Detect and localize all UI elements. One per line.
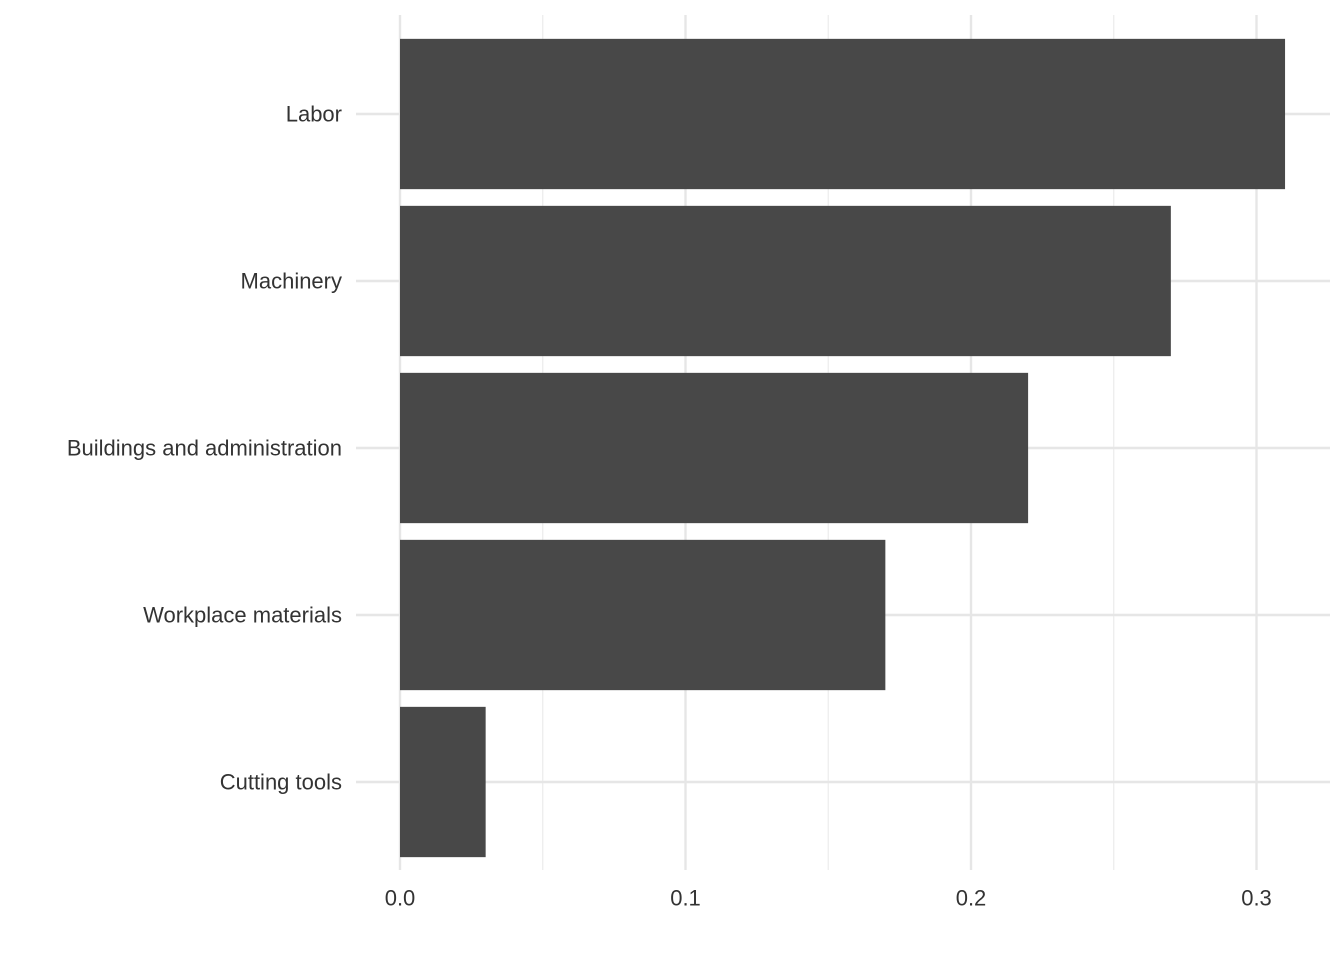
bars: [400, 38, 1286, 858]
bar-machinery: [400, 205, 1171, 357]
category-label: Machinery: [241, 269, 342, 294]
x-tick-labels: 0.0 0.1 0.2 0.3: [385, 886, 1272, 911]
x-tick-label: 0.2: [956, 886, 987, 911]
x-tick-label: 0.0: [385, 886, 416, 911]
category-label: Labor: [286, 102, 342, 127]
bar-cutting-tools: [400, 706, 486, 858]
bar-workplace-materials: [400, 539, 886, 691]
x-tick-label: 0.3: [1241, 886, 1272, 911]
bar-labor: [400, 38, 1286, 190]
x-tick-label: 0.1: [670, 886, 701, 911]
category-labels: Labor Machinery Buildings and administrati…: [67, 102, 342, 795]
category-label: Workplace materials: [143, 603, 342, 628]
bar-buildings-and-administration: [400, 372, 1029, 524]
category-label: Buildings and administration: [67, 436, 342, 461]
category-label: Cutting tools: [220, 770, 342, 795]
